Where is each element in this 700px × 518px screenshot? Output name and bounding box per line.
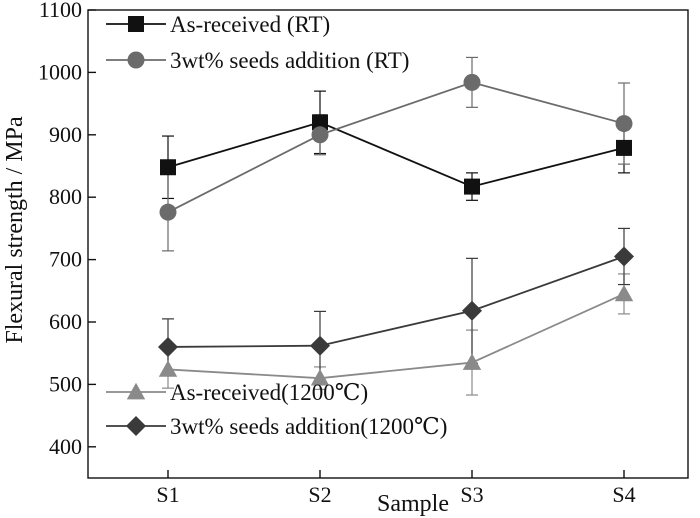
y-tick-label: 1100 (39, 0, 82, 22)
data-point-diamond (158, 336, 178, 357)
y-tick-label: 700 (49, 247, 82, 272)
x-tick-label: S2 (308, 482, 331, 507)
data-point-square (464, 178, 480, 195)
plot-area-border (87, 9, 689, 479)
legend-marker-square (128, 16, 144, 32)
axis-ticks: 400 500 600 700 800 900 1000 1100 S1 S2 S3 S4 (38, 0, 636, 507)
data-point-triangle (462, 353, 482, 370)
data-point-circle (615, 115, 633, 133)
legend-marker-diamond (126, 416, 146, 436)
legend-label: 3wt% seeds addition (RT) (170, 48, 409, 73)
data-point-square (160, 159, 176, 176)
series-line-2 (167, 81, 625, 213)
y-tick-label: 1000 (38, 59, 82, 84)
legend-label: As-received(1200℃) (170, 380, 368, 405)
data-point-square (616, 139, 632, 156)
legend-marker-triangle (126, 382, 146, 400)
data-point-circle (311, 126, 329, 144)
data-point-diamond (462, 300, 482, 321)
x-tick-label: S1 (156, 482, 179, 507)
data-point-diamond (310, 335, 330, 356)
data-point-triangle (158, 360, 178, 377)
series-markers (158, 73, 634, 386)
legend-label: As-received (RT) (170, 12, 330, 37)
y-tick-label: 400 (49, 434, 82, 459)
y-tick-label: 900 (49, 122, 82, 147)
y-tick-label: 500 (49, 371, 82, 396)
x-tick-label: S4 (612, 482, 635, 507)
data-point-square (312, 114, 328, 131)
x-tick-label: S3 (460, 482, 483, 507)
series-line-4 (167, 255, 625, 348)
series-line-3 (167, 293, 625, 380)
legend-label: 3wt% seeds addition(1200℃) (170, 414, 447, 439)
data-point-triangle (310, 368, 330, 386)
x-axis-title: Sample (377, 491, 449, 517)
data-point-circle (159, 203, 177, 221)
legend: As-received (RT) 3wt% seeds addition (RT)… (106, 12, 447, 439)
data-point-triangle (614, 284, 634, 302)
legend-marker-circle (127, 51, 145, 69)
y-axis-title: Flexural strength / MPa (2, 116, 28, 344)
data-point-diamond (614, 246, 634, 267)
series-lines (167, 81, 625, 380)
data-point-circle (463, 73, 481, 91)
series-line-1 (167, 121, 625, 188)
plot-frame (87, 9, 689, 479)
y-tick-label: 600 (49, 309, 82, 334)
y-tick-label: 800 (49, 184, 82, 209)
